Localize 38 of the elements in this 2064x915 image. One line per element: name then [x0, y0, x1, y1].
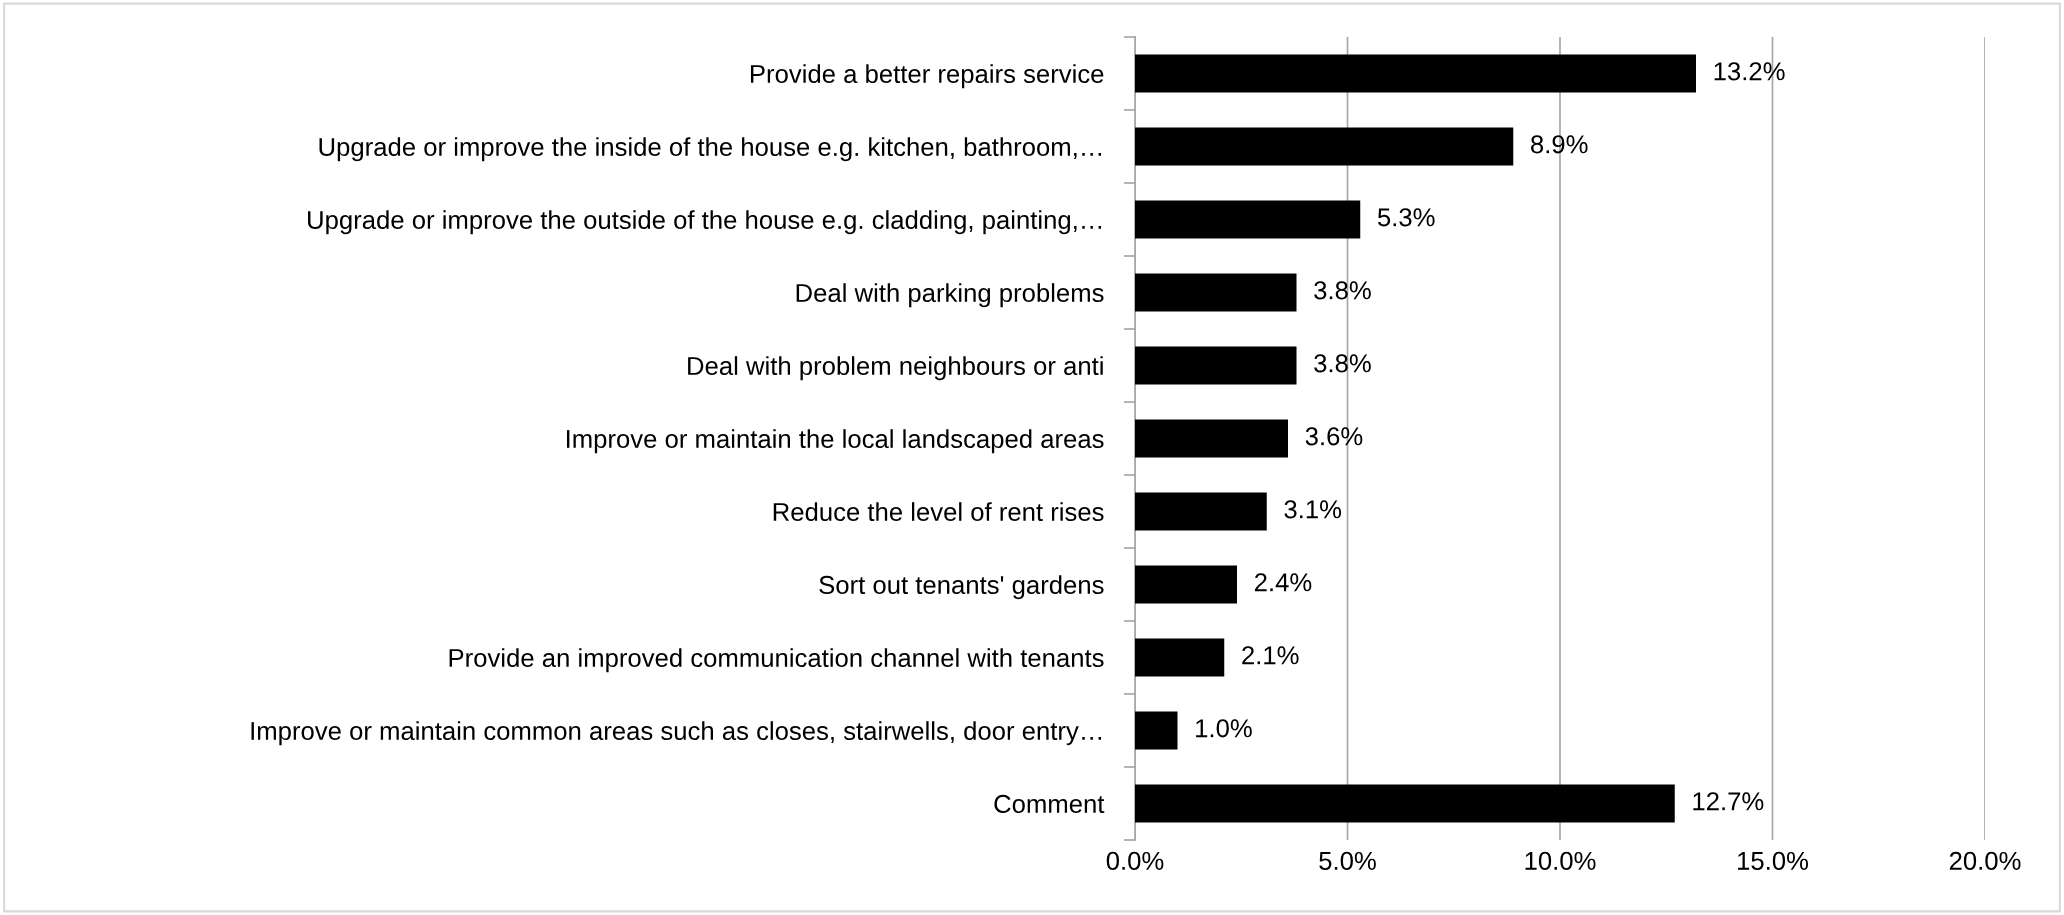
x-tick-label: 5.0% — [1319, 851, 1376, 870]
data-label: 3.8% — [1314, 281, 1371, 300]
y-tick-label: Provide an improved communication channel with tenants — [449, 648, 1104, 673]
y-tick-label: Provide a better repairs service — [750, 64, 1104, 89]
data-label: 3.6% — [1305, 427, 1363, 446]
bar — [1135, 346, 1297, 385]
y-tick-label: Comment — [994, 794, 1105, 814]
bar — [1135, 419, 1288, 458]
y-tick-label: Sort out tenants' gardens — [819, 575, 1104, 600]
y-tick-label: Upgrade or improve the outside of the house e.g. cladding, painting,… — [308, 210, 1102, 235]
data-label: 1.0% — [1196, 719, 1252, 738]
bar — [1135, 784, 1675, 823]
x-tick-label: 15.0% — [1738, 851, 1809, 870]
data-label: 2.1% — [1242, 646, 1299, 665]
y-tick-label: Improve or maintain the local landscaped areas — [566, 429, 1104, 454]
x-tick-label: 20.0% — [1949, 851, 2021, 870]
data-label: 5.3% — [1377, 208, 1435, 227]
data-label: 8.9% — [1531, 135, 1588, 154]
bar — [1135, 54, 1696, 93]
bar — [1135, 711, 1178, 750]
bar — [1135, 492, 1267, 531]
data-label: 3.1% — [1284, 500, 1342, 519]
data-label: 2.4% — [1254, 573, 1312, 592]
y-tick-label: Improve or maintain common areas such as closes, stairwells, door entry… — [251, 721, 1102, 746]
bar — [1135, 200, 1361, 239]
x-tick-label: 10.0% — [1525, 851, 1596, 870]
bar — [1135, 273, 1297, 312]
bar — [1135, 638, 1225, 677]
data-label: 3.8% — [1314, 354, 1371, 373]
data-label: 12.7% — [1693, 792, 1764, 811]
x-tick-label: 0.0% — [1106, 851, 1164, 870]
y-tick-label: Reduce the level of rent rises — [773, 502, 1104, 522]
y-tick-label: Deal with parking problems — [796, 283, 1104, 308]
bar — [1135, 127, 1514, 166]
y-tick-label: Deal with problem neighbours or anti — [688, 356, 1103, 381]
y-tick-label: Upgrade or improve the inside of the house e.g. kitchen, bathroom,… — [319, 137, 1102, 162]
data-label: 13.2% — [1714, 62, 1785, 81]
bar — [1135, 565, 1237, 604]
